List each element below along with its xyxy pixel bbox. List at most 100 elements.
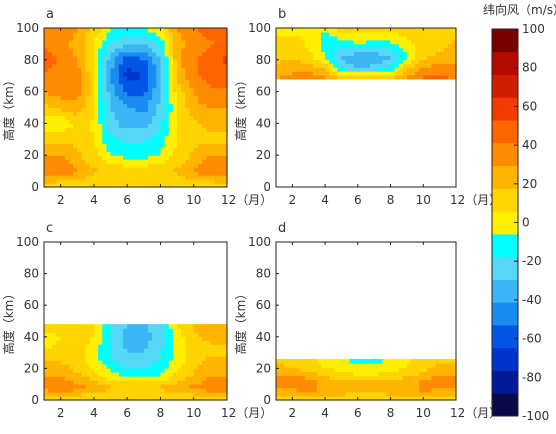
heatmap-cell: [353, 43, 359, 49]
heatmap-cell: [56, 380, 62, 385]
heatmap-cell: [77, 155, 83, 160]
heatmap-cell: [131, 368, 137, 373]
heatmap-cell: [106, 388, 112, 393]
heatmap-cell: [366, 71, 371, 76]
heatmap-cell: [143, 380, 149, 385]
heatmap-cell: [329, 395, 334, 401]
heatmap-cell: [181, 39, 187, 45]
heatmap-cell: [210, 348, 216, 353]
heatmap-cell: [451, 31, 457, 37]
heatmap-cell: [177, 340, 182, 345]
heatmap-cell: [185, 123, 191, 128]
heatmap-cell: [56, 348, 62, 353]
heatmap-cell: [81, 127, 87, 132]
heatmap-cell: [451, 55, 457, 60]
heatmap-cell: [64, 384, 70, 389]
heatmap-cell: [106, 143, 112, 148]
heatmap-cell: [147, 344, 153, 349]
heatmap-cell: [189, 83, 195, 89]
heatmap-cell: [193, 107, 199, 113]
heatmap-cell: [210, 380, 216, 385]
heatmap-cell: [52, 91, 58, 97]
heatmap-cell: [106, 28, 112, 33]
heatmap-cell: [189, 79, 195, 85]
heatmap-cell: [202, 87, 207, 93]
heatmap-cell: [431, 379, 437, 385]
heatmap-cell: [308, 43, 314, 49]
heatmap-cell: [222, 75, 228, 81]
heatmap-cell: [64, 35, 70, 41]
heatmap-cell: [390, 363, 396, 368]
heatmap-cell: [386, 363, 392, 368]
heatmap-cell: [447, 59, 453, 64]
heatmap-cell: [366, 31, 371, 37]
heatmap-cell: [168, 119, 174, 124]
heatmap-cell: [160, 63, 166, 69]
heatmap-cell: [143, 123, 149, 128]
heatmap-cell: [106, 51, 112, 57]
y-tick-label: 60: [256, 85, 271, 99]
heatmap-cell: [189, 127, 195, 132]
heatmap-cell: [214, 167, 220, 172]
heatmap-cell: [143, 384, 149, 389]
heatmap-cell: [73, 356, 78, 361]
heatmap-cell: [172, 63, 178, 69]
heatmap-cell: [118, 368, 124, 373]
heatmap-cell: [185, 103, 191, 109]
heatmap-cell: [68, 103, 74, 109]
heatmap-cell: [197, 352, 203, 357]
heatmap-cell: [296, 63, 302, 68]
heatmap-cell: [110, 372, 116, 377]
heatmap-cell: [81, 91, 87, 97]
heatmap-cell: [202, 95, 207, 101]
heatmap-cell: [160, 115, 166, 121]
heatmap-cell: [172, 31, 178, 37]
heatmap-cell: [193, 352, 199, 357]
heatmap-cell: [325, 363, 330, 368]
heatmap-cell: [110, 107, 116, 113]
heatmap-cell: [139, 63, 145, 69]
heatmap-cell: [366, 391, 371, 397]
heatmap-cell: [164, 360, 170, 365]
heatmap-cell: [427, 55, 433, 60]
heatmap-cell: [89, 39, 95, 45]
heatmap-cell: [147, 392, 153, 397]
heatmap-cell: [110, 35, 116, 41]
heatmap-cell: [89, 59, 95, 65]
heatmap-cell: [398, 63, 404, 68]
heatmap-cell: [415, 67, 420, 72]
heatmap-cell: [280, 383, 285, 389]
heatmap-cell: [85, 380, 91, 385]
heatmap-cell: [114, 127, 120, 132]
heatmap-cell: [73, 368, 78, 373]
heatmap-cell: [77, 35, 83, 41]
heatmap-cell: [406, 59, 412, 64]
heatmap-cell: [308, 363, 314, 368]
heatmap-cell: [56, 115, 62, 121]
heatmap-cell: [197, 151, 203, 156]
heatmap-cell: [210, 139, 216, 144]
heatmap-cell: [394, 28, 400, 33]
heatmap-cell: [164, 344, 170, 349]
heatmap-cell: [77, 63, 83, 69]
heatmap-cell: [214, 396, 220, 401]
heatmap-cell: [143, 91, 149, 97]
heatmap-cell: [52, 376, 58, 381]
heatmap-cell: [152, 171, 157, 176]
heatmap-cell: [193, 147, 199, 152]
heatmap-cell: [73, 63, 78, 69]
heatmap-cell: [202, 119, 207, 124]
heatmap-cell: [189, 147, 195, 152]
heatmap-cell: [85, 115, 91, 121]
heatmap-cell: [164, 324, 170, 329]
heatmap-cell: [114, 39, 120, 45]
heatmap-cell: [411, 363, 416, 368]
heatmap-cell: [189, 43, 195, 49]
heatmap-cell: [172, 336, 178, 341]
heatmap-cell: [357, 28, 363, 33]
heatmap-cell: [60, 35, 66, 41]
heatmap-cell: [123, 71, 128, 77]
heatmap-cell: [56, 67, 62, 73]
heatmap-cell: [292, 39, 298, 45]
